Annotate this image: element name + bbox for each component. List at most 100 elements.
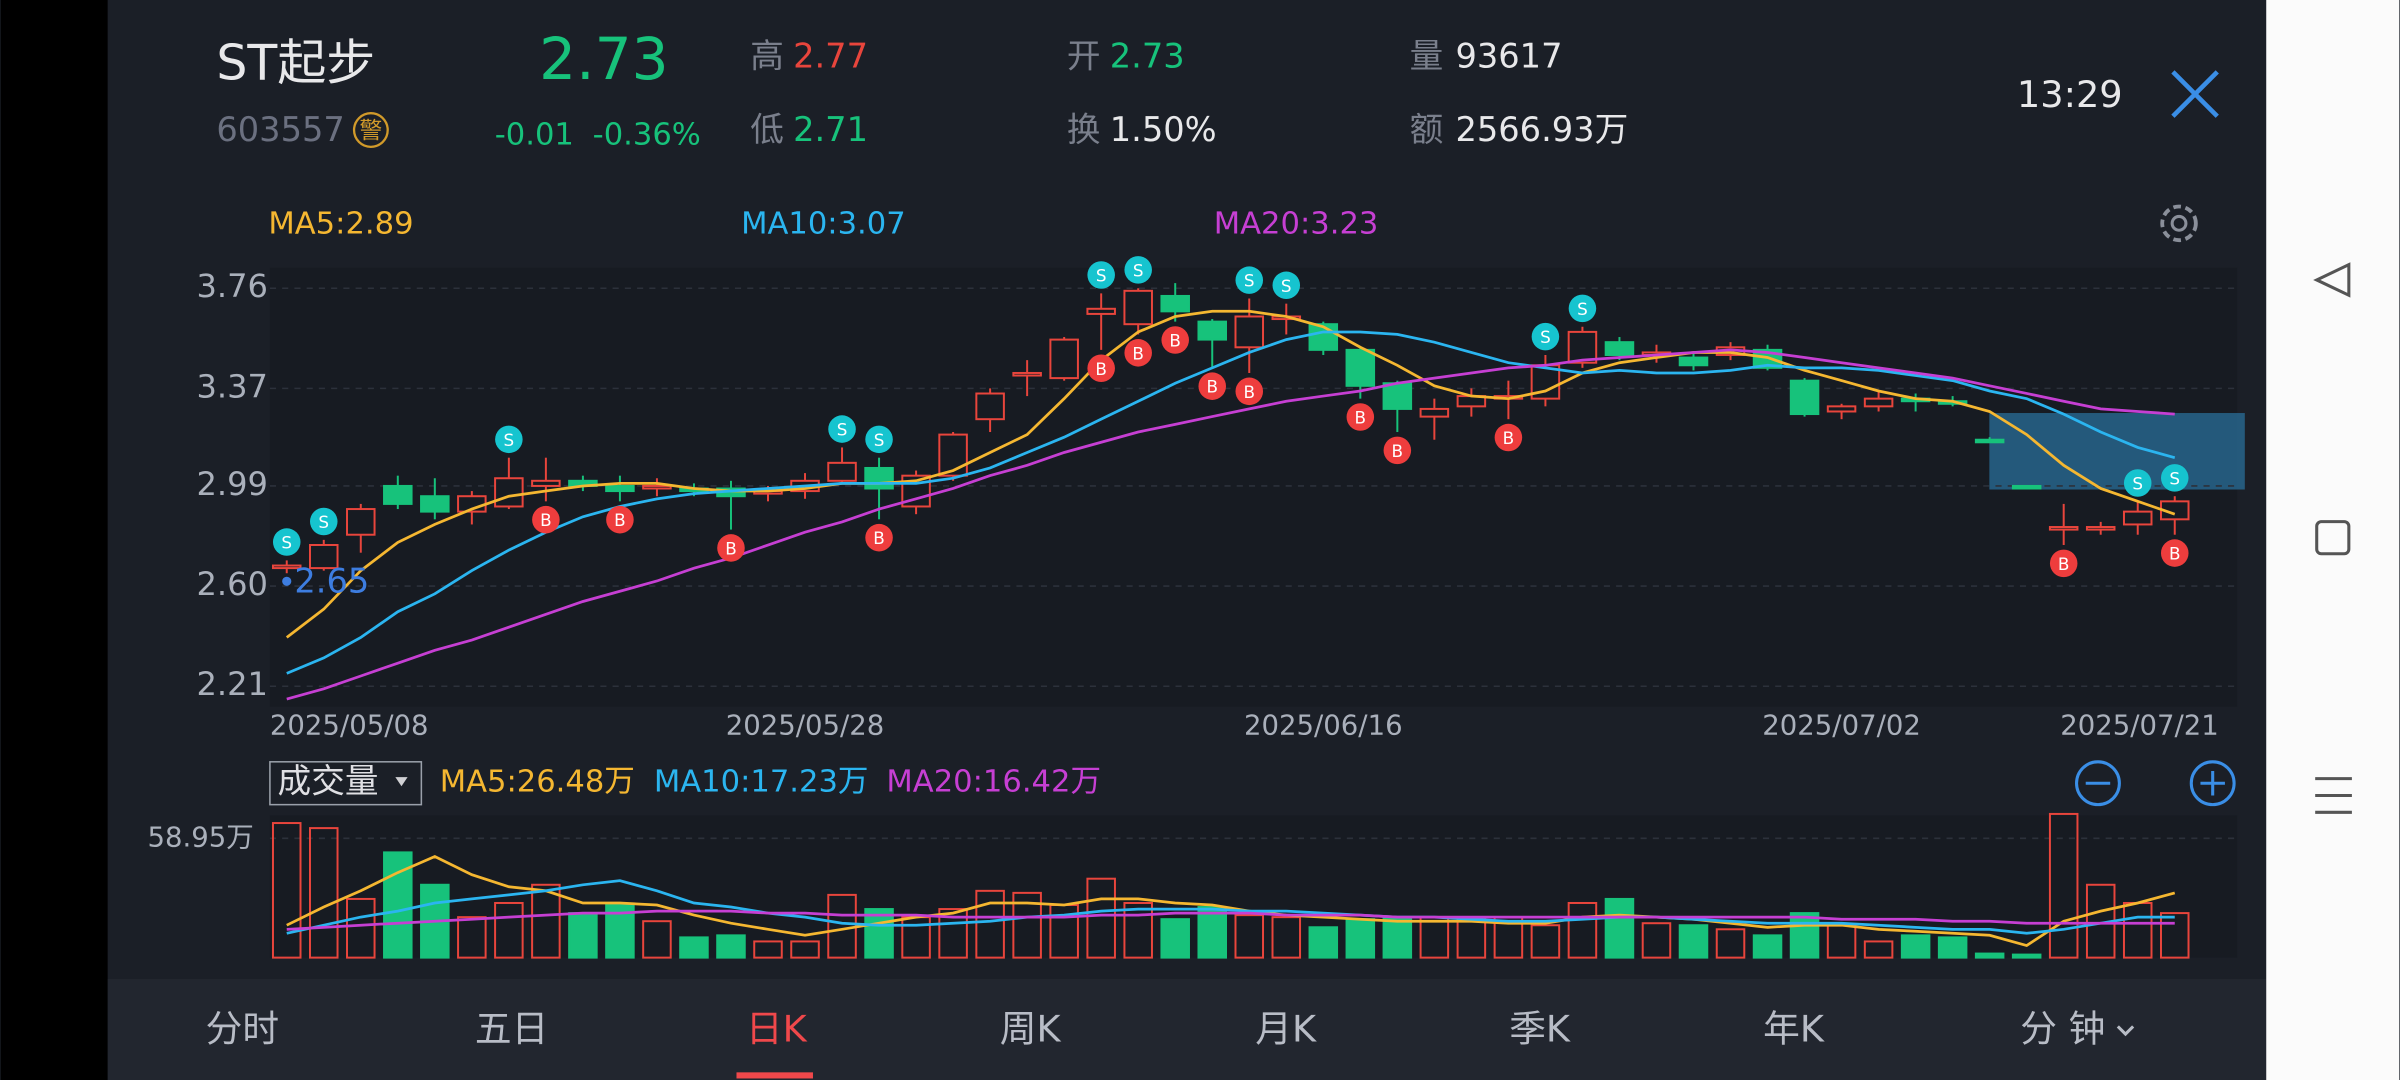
- candle-body: [494, 477, 524, 508]
- volume-bar: [1271, 916, 1302, 959]
- tab[interactable]: 年K: [1763, 1008, 1825, 1051]
- buy-signal: [1346, 403, 1375, 431]
- signal-label: S: [2169, 468, 2180, 488]
- volume-bar: [2011, 953, 2042, 959]
- sell-signal: [309, 507, 338, 536]
- volume-bar: [1678, 924, 1709, 959]
- candle-body: [1197, 320, 1227, 341]
- volume-bar: [864, 908, 894, 959]
- buy-signal: [865, 523, 893, 552]
- x-tick-label: 2025/07/02: [1762, 710, 1921, 742]
- close-button[interactable]: [2171, 70, 2219, 118]
- indicator-select[interactable]: [269, 761, 423, 806]
- turnover: 1.50%: [1110, 110, 1217, 149]
- volume-bar: [457, 916, 487, 959]
- buy-signal: [717, 534, 745, 562]
- signal-label: S: [1577, 299, 1588, 319]
- signal-label: S: [318, 512, 329, 532]
- signal-label: S: [281, 533, 292, 553]
- stock-name: ST起步: [216, 34, 375, 91]
- buy-signal: [1124, 339, 1152, 367]
- sell-signal: [272, 528, 301, 556]
- buy-signal: [1235, 377, 1264, 406]
- candle-body: [1419, 407, 1450, 418]
- candle-body: [308, 543, 339, 570]
- x-tick-label: 2025/05/08: [270, 710, 429, 742]
- badge-ring: [352, 112, 389, 149]
- signal-label: B: [1355, 408, 1367, 428]
- high: 2.77: [793, 37, 868, 76]
- zoom-in-ring: [2189, 760, 2236, 807]
- y-tick-label: 3.76: [196, 267, 267, 305]
- signal-label: B: [614, 510, 626, 530]
- tab[interactable]: 月K: [1255, 1008, 1317, 1051]
- zoom-out[interactable]: [2075, 760, 2121, 807]
- buy-signal: [1494, 423, 1523, 452]
- volume-bar: [1641, 922, 1672, 959]
- tab[interactable]: 分时: [206, 1008, 279, 1051]
- signal-label: S: [1133, 260, 1144, 280]
- tab[interactable]: 日K: [746, 1008, 808, 1051]
- volume-bar: [1012, 891, 1042, 959]
- signal-label: B: [873, 528, 885, 548]
- volume-ma-line: [286, 854, 2176, 948]
- buy-signal: [1198, 372, 1227, 400]
- zoom-in[interactable]: [2189, 760, 2236, 807]
- volume-bar: [568, 912, 598, 959]
- volume-bar: [308, 827, 339, 959]
- signal-label: S: [1096, 266, 1107, 286]
- candle-body: [1086, 307, 1116, 315]
- back-button[interactable]: [2313, 262, 2351, 298]
- candle-body: [1308, 323, 1339, 351]
- volume-bar: [790, 940, 820, 959]
- low-label: 低: [750, 110, 784, 149]
- candle-body: [1234, 315, 1265, 349]
- tab[interactable]: 季K: [1509, 1008, 1571, 1051]
- y-tick-label: 2.21: [196, 665, 267, 703]
- menu-button[interactable]: [2315, 777, 2352, 814]
- candle-body: [1012, 371, 1042, 377]
- legend-entry: MA10:17.23万: [654, 765, 869, 800]
- low: 2.71: [793, 110, 868, 149]
- tab[interactable]: 分 钟: [2020, 1008, 2105, 1051]
- home-button[interactable]: [2315, 520, 2351, 556]
- signal-label: B: [1503, 428, 1515, 448]
- legend-entry: MA20:3.23: [1214, 206, 1379, 241]
- signal-label: B: [1132, 343, 1144, 363]
- zoom-out-ring: [2075, 760, 2121, 807]
- sell-signal: [2123, 469, 2152, 497]
- candle-body: [2122, 510, 2153, 526]
- tab[interactable]: 周K: [1000, 1008, 1062, 1051]
- volume-bar: [346, 897, 376, 959]
- signal-label: B: [1095, 359, 1107, 379]
- candle-body: [938, 433, 968, 477]
- y-tick-label: 58.95万: [148, 821, 254, 853]
- volume-label: 量: [1410, 37, 1444, 76]
- candle-body: [346, 508, 376, 536]
- settings-button[interactable]: [2160, 204, 2198, 243]
- gear: [2160, 204, 2198, 243]
- x-tick-label: 2025/06/16: [1244, 710, 1403, 742]
- turnover-label: 换: [1067, 110, 1101, 149]
- candle-body: [1567, 330, 1598, 364]
- volume-bar: [2048, 812, 2079, 959]
- volume-ma-line: [286, 909, 2175, 931]
- sell-signal: [495, 425, 523, 454]
- amount-label: 额: [1410, 110, 1444, 149]
- legend-entry: MA5:26.48万: [440, 765, 635, 800]
- candle-body: [420, 495, 450, 513]
- tab[interactable]: 五日: [475, 1008, 548, 1051]
- volume-bar: [271, 822, 302, 959]
- left-edge: [0, 0, 108, 1080]
- clock: 13:29: [2017, 73, 2123, 116]
- sell-signal: [1568, 294, 1597, 323]
- volume-bar: [1160, 918, 1190, 959]
- volume-bar: [1123, 901, 1153, 959]
- y-tick-label: 3.37: [196, 367, 267, 405]
- signal-label: B: [540, 510, 552, 530]
- signal-label: B: [1169, 331, 1181, 351]
- signal-label: S: [1540, 327, 1551, 347]
- candle-body: [383, 484, 413, 505]
- candle-body: [271, 564, 302, 570]
- sell-signal: [2160, 464, 2189, 492]
